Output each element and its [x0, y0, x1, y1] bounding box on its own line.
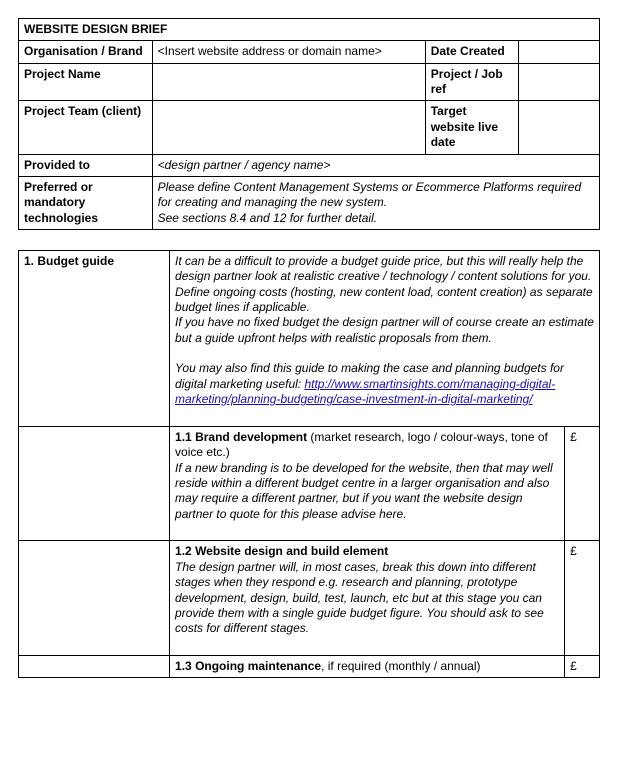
budget-item-design: 1.2 Website design and build element The…	[170, 541, 565, 656]
team-value	[152, 101, 425, 154]
budget-item-blank	[19, 541, 170, 656]
budget-item-brand: 1.1 Brand development (market research, …	[170, 426, 565, 541]
budget-intro-p3: If you have no fixed budget the design p…	[175, 315, 594, 344]
maint-title-suffix: , if required (monthly / annual)	[321, 659, 480, 673]
budget-intro-p2: Define ongoing costs (hosting, new conte…	[175, 285, 593, 314]
budget-item-blank	[19, 655, 170, 677]
budget-heading: 1. Budget guide	[19, 250, 170, 426]
budget-intro: It can be a difficult to provide a budge…	[170, 250, 600, 426]
brief-header-table: WEBSITE DESIGN BRIEF Organisation / Bran…	[18, 18, 600, 230]
tech-value-line2: See sections 8.4 and 12 for further deta…	[158, 211, 377, 225]
page-title: WEBSITE DESIGN BRIEF	[19, 19, 600, 41]
design-title: 1.2 Website design and build element	[175, 544, 388, 558]
team-label: Project Team (client)	[19, 101, 153, 154]
brand-cost: £	[565, 426, 600, 541]
target-live-value	[518, 101, 599, 154]
date-created-label: Date Created	[425, 41, 518, 63]
budget-item-blank	[19, 426, 170, 541]
project-name-value	[152, 63, 425, 101]
provided-to-label: Provided to	[19, 154, 153, 176]
tech-label: Preferred or mandatory technologies	[19, 176, 153, 229]
brand-title: 1.1 Brand development	[175, 430, 307, 444]
target-live-label: Target website live date	[425, 101, 518, 154]
provided-to-value: <design partner / agency name>	[152, 154, 599, 176]
org-value: <Insert website address or domain name>	[152, 41, 425, 63]
project-ref-value	[518, 63, 599, 101]
tech-value-line1: Please define Content Management Systems…	[158, 180, 582, 209]
project-ref-label: Project / Job ref	[425, 63, 518, 101]
org-label: Organisation / Brand	[19, 41, 153, 63]
tech-value: Please define Content Management Systems…	[152, 176, 599, 229]
project-name-label: Project Name	[19, 63, 153, 101]
design-body: The design partner will, in most cases, …	[175, 560, 544, 635]
maint-title: 1.3 Ongoing maintenance	[175, 659, 321, 673]
budget-table: 1. Budget guide It can be a difficult to…	[18, 250, 600, 678]
date-created-value	[518, 41, 599, 63]
design-cost: £	[565, 541, 600, 656]
budget-item-maint: 1.3 Ongoing maintenance, if required (mo…	[170, 655, 565, 677]
brand-body: If a new branding is to be developed for…	[175, 461, 553, 521]
budget-intro-p1: It can be a difficult to provide a budge…	[175, 254, 591, 283]
maint-cost: £	[565, 655, 600, 677]
